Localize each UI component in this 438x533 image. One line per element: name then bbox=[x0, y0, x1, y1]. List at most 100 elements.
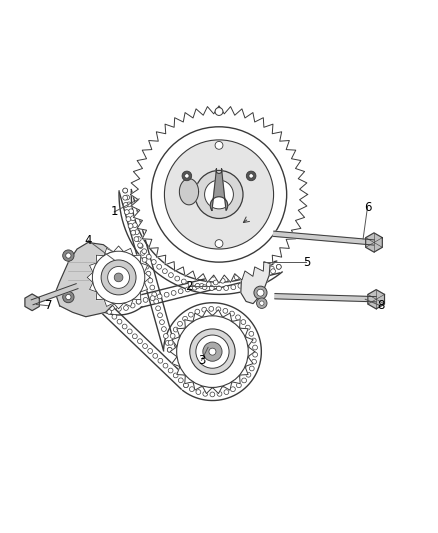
Circle shape bbox=[102, 304, 106, 309]
Circle shape bbox=[248, 271, 253, 276]
Circle shape bbox=[152, 292, 157, 297]
Circle shape bbox=[124, 209, 129, 214]
Circle shape bbox=[271, 269, 276, 273]
Circle shape bbox=[159, 320, 164, 325]
Circle shape bbox=[203, 342, 222, 361]
Circle shape bbox=[245, 325, 250, 330]
Circle shape bbox=[257, 289, 264, 296]
Circle shape bbox=[157, 264, 162, 269]
Circle shape bbox=[152, 260, 156, 264]
Circle shape bbox=[108, 266, 130, 288]
Circle shape bbox=[183, 317, 187, 321]
Circle shape bbox=[246, 373, 251, 377]
Circle shape bbox=[276, 264, 281, 269]
Polygon shape bbox=[368, 289, 385, 309]
Circle shape bbox=[97, 300, 102, 304]
Circle shape bbox=[254, 286, 267, 299]
Circle shape bbox=[162, 269, 167, 273]
Circle shape bbox=[178, 289, 183, 294]
Circle shape bbox=[192, 285, 197, 290]
Circle shape bbox=[110, 255, 115, 261]
Circle shape bbox=[206, 282, 211, 287]
Circle shape bbox=[136, 299, 141, 304]
Circle shape bbox=[249, 332, 254, 336]
Circle shape bbox=[216, 286, 221, 290]
Circle shape bbox=[185, 174, 189, 178]
Circle shape bbox=[127, 329, 132, 334]
Circle shape bbox=[140, 251, 145, 255]
Circle shape bbox=[163, 364, 168, 368]
Circle shape bbox=[148, 278, 153, 283]
Polygon shape bbox=[275, 294, 376, 302]
Circle shape bbox=[213, 280, 218, 285]
Circle shape bbox=[138, 243, 142, 248]
Circle shape bbox=[216, 307, 221, 312]
Circle shape bbox=[203, 391, 208, 396]
Circle shape bbox=[132, 223, 137, 228]
Circle shape bbox=[123, 188, 127, 193]
Circle shape bbox=[124, 305, 128, 310]
Circle shape bbox=[252, 359, 256, 364]
Circle shape bbox=[134, 237, 139, 241]
Circle shape bbox=[188, 312, 193, 317]
Circle shape bbox=[101, 260, 136, 295]
Circle shape bbox=[167, 348, 172, 352]
Circle shape bbox=[249, 174, 253, 178]
Circle shape bbox=[107, 310, 112, 314]
Circle shape bbox=[170, 334, 175, 338]
Circle shape bbox=[110, 290, 115, 295]
Circle shape bbox=[209, 348, 216, 355]
Circle shape bbox=[92, 251, 145, 304]
Polygon shape bbox=[131, 106, 307, 283]
Circle shape bbox=[202, 285, 207, 289]
Circle shape bbox=[138, 339, 142, 344]
Circle shape bbox=[209, 306, 214, 311]
Circle shape bbox=[168, 341, 173, 345]
Circle shape bbox=[173, 373, 178, 378]
Circle shape bbox=[130, 303, 135, 308]
Circle shape bbox=[196, 335, 229, 368]
Circle shape bbox=[224, 286, 229, 290]
Circle shape bbox=[230, 311, 234, 316]
Circle shape bbox=[175, 276, 180, 281]
Circle shape bbox=[66, 294, 71, 300]
Circle shape bbox=[97, 300, 102, 304]
Circle shape bbox=[265, 273, 269, 278]
Circle shape bbox=[269, 266, 274, 271]
Circle shape bbox=[148, 349, 152, 353]
Circle shape bbox=[158, 313, 162, 318]
Circle shape bbox=[231, 285, 236, 289]
Circle shape bbox=[195, 284, 200, 288]
Circle shape bbox=[164, 292, 169, 297]
Circle shape bbox=[215, 240, 223, 247]
Circle shape bbox=[103, 303, 107, 308]
Circle shape bbox=[66, 253, 71, 258]
Circle shape bbox=[128, 223, 133, 228]
Circle shape bbox=[132, 334, 137, 338]
Circle shape bbox=[144, 264, 149, 269]
Polygon shape bbox=[55, 243, 123, 317]
Circle shape bbox=[126, 217, 131, 222]
Circle shape bbox=[123, 188, 127, 193]
Circle shape bbox=[150, 296, 155, 301]
Polygon shape bbox=[170, 310, 255, 393]
Text: 3: 3 bbox=[198, 354, 205, 367]
Text: 1: 1 bbox=[110, 205, 118, 219]
Circle shape bbox=[150, 285, 155, 290]
Polygon shape bbox=[25, 294, 39, 311]
Circle shape bbox=[251, 338, 256, 343]
Circle shape bbox=[241, 273, 246, 278]
Circle shape bbox=[155, 306, 160, 311]
Circle shape bbox=[63, 292, 74, 303]
Polygon shape bbox=[366, 233, 382, 252]
Circle shape bbox=[106, 252, 118, 263]
Circle shape bbox=[122, 324, 127, 329]
Circle shape bbox=[185, 287, 190, 292]
Circle shape bbox=[177, 316, 248, 387]
Circle shape bbox=[184, 383, 188, 387]
Text: 5: 5 bbox=[303, 256, 310, 269]
Circle shape bbox=[236, 315, 240, 320]
Circle shape bbox=[151, 127, 287, 262]
Circle shape bbox=[223, 309, 228, 313]
Circle shape bbox=[134, 230, 139, 235]
